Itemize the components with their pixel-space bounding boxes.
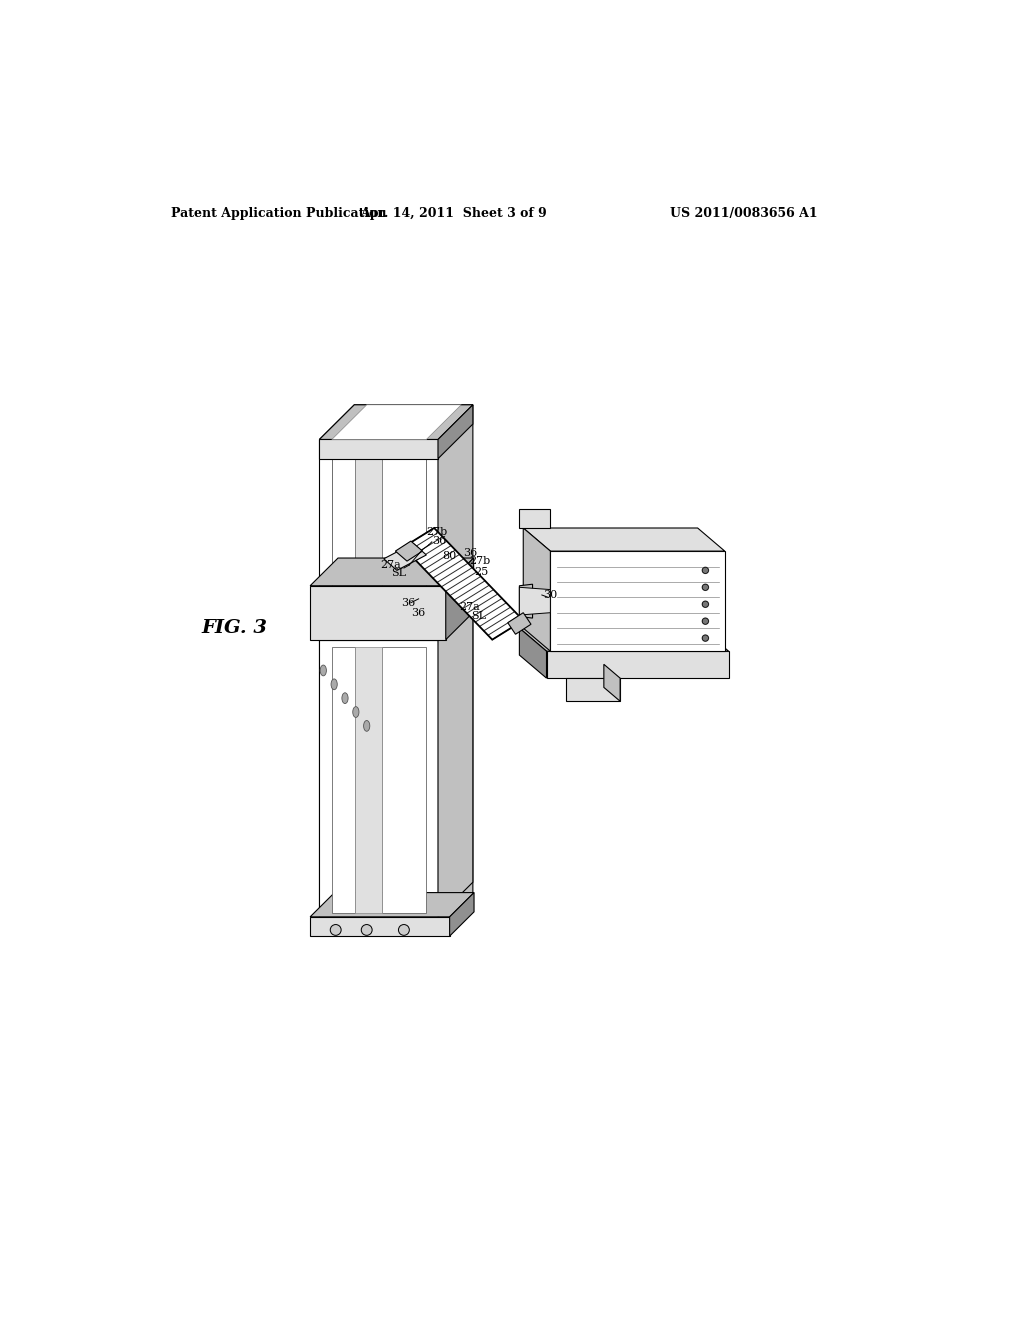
Polygon shape	[332, 459, 355, 917]
Circle shape	[702, 635, 709, 642]
Polygon shape	[508, 612, 531, 635]
Text: 25: 25	[474, 566, 488, 577]
Text: 36: 36	[411, 609, 425, 619]
Ellipse shape	[342, 693, 348, 704]
Polygon shape	[319, 440, 438, 459]
Polygon shape	[319, 405, 473, 440]
Polygon shape	[384, 544, 426, 570]
Ellipse shape	[364, 721, 370, 731]
Text: 36: 36	[401, 598, 416, 607]
Text: 27a: 27a	[459, 602, 479, 611]
Circle shape	[702, 601, 709, 607]
Ellipse shape	[331, 678, 337, 689]
Polygon shape	[519, 585, 532, 618]
Circle shape	[702, 585, 709, 590]
Polygon shape	[438, 405, 473, 459]
Text: 27a: 27a	[380, 560, 400, 570]
Text: Patent Application Publication: Patent Application Publication	[171, 207, 386, 220]
Polygon shape	[319, 640, 438, 917]
Text: 36: 36	[432, 536, 446, 546]
Polygon shape	[450, 892, 474, 936]
Ellipse shape	[352, 706, 359, 718]
Polygon shape	[310, 892, 474, 917]
Text: SL: SL	[391, 568, 406, 578]
Polygon shape	[319, 440, 438, 928]
Circle shape	[398, 924, 410, 936]
Polygon shape	[550, 552, 725, 651]
Text: Apr. 14, 2011  Sheet 3 of 9: Apr. 14, 2011 Sheet 3 of 9	[360, 207, 547, 220]
Polygon shape	[319, 405, 473, 440]
Polygon shape	[355, 459, 382, 917]
Polygon shape	[523, 528, 725, 552]
Polygon shape	[332, 647, 355, 913]
Text: 80: 80	[442, 550, 456, 561]
Text: SL: SL	[471, 611, 486, 620]
Polygon shape	[395, 541, 423, 561]
Polygon shape	[355, 647, 382, 913]
Circle shape	[702, 618, 709, 624]
Circle shape	[361, 924, 372, 936]
Polygon shape	[519, 587, 550, 615]
Polygon shape	[382, 647, 426, 913]
Text: 36: 36	[463, 548, 477, 557]
Ellipse shape	[321, 665, 327, 676]
Polygon shape	[438, 605, 473, 917]
Polygon shape	[332, 405, 461, 440]
Text: 27b: 27b	[426, 527, 447, 537]
Polygon shape	[566, 678, 621, 701]
Text: FIG. 3: FIG. 3	[202, 619, 267, 638]
Polygon shape	[382, 459, 426, 917]
Polygon shape	[310, 586, 445, 640]
Polygon shape	[547, 651, 729, 678]
Polygon shape	[519, 628, 547, 678]
Text: 27b: 27b	[469, 556, 490, 566]
Circle shape	[702, 568, 709, 573]
Polygon shape	[604, 664, 621, 701]
Polygon shape	[519, 628, 729, 651]
Text: 30: 30	[543, 590, 557, 601]
Polygon shape	[310, 917, 450, 936]
Polygon shape	[310, 558, 474, 586]
Polygon shape	[403, 528, 523, 640]
Polygon shape	[445, 558, 474, 640]
Polygon shape	[519, 508, 550, 528]
Text: US 2011/0083656 A1: US 2011/0083656 A1	[671, 207, 818, 220]
Polygon shape	[438, 405, 473, 928]
Circle shape	[331, 924, 341, 936]
Polygon shape	[523, 528, 550, 651]
